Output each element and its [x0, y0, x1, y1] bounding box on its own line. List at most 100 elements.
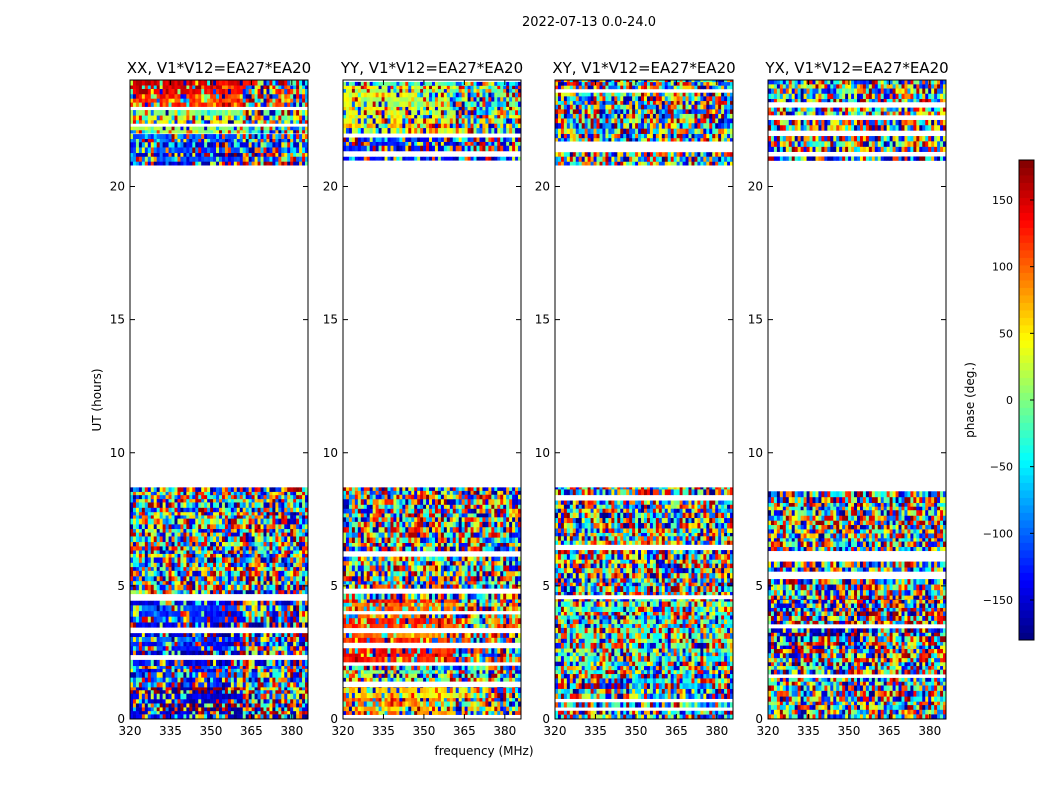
- heatmap-cell: [162, 110, 166, 116]
- heatmap-cell: [180, 641, 184, 647]
- heatmap-cell: [236, 665, 241, 669]
- heatmap-cell: [198, 134, 202, 139]
- heatmap-cell: [224, 138, 229, 143]
- heatmap-cell: [210, 589, 214, 595]
- heatmap-cell: [153, 633, 157, 638]
- heatmap-cell: [275, 524, 279, 530]
- heatmap-cell: [482, 710, 486, 715]
- heatmap-cell: [269, 115, 273, 121]
- heatmap-cell: [263, 703, 267, 708]
- heatmap-cell: [299, 698, 303, 704]
- heatmap-cell: [171, 546, 175, 551]
- heatmap-cell: [275, 110, 279, 116]
- heatmap-cell: [135, 134, 140, 139]
- heatmap-cell: [189, 134, 193, 139]
- heatmap-cell: [147, 650, 152, 656]
- heatmap-cell: [434, 637, 439, 643]
- heatmap-cell: [296, 659, 300, 667]
- heatmap-cell: [266, 541, 270, 547]
- heatmap-cell: [130, 147, 134, 154]
- heatmap-cell: [132, 161, 137, 166]
- heatmap-cell: [405, 669, 409, 674]
- heatmap-cell: [384, 669, 388, 674]
- heatmap-cell: [189, 616, 193, 623]
- heatmap-cell: [189, 102, 193, 107]
- heatmap-cell: [183, 557, 187, 563]
- heatmap-cell: [437, 653, 442, 657]
- heatmap-cell: [378, 677, 382, 682]
- heatmap-cell: [230, 707, 235, 712]
- heatmap-cell: [266, 502, 270, 508]
- heatmap-cell: [210, 557, 214, 563]
- heatmap-cell: [135, 110, 140, 116]
- heatmap-cell: [144, 636, 149, 642]
- heatmap-cell: [150, 576, 155, 582]
- heatmap-cell: [393, 692, 397, 699]
- heatmap-cell: [216, 557, 220, 563]
- heatmap-cell: [138, 698, 143, 704]
- heatmap-cell: [266, 528, 270, 533]
- heatmap-cell: [171, 119, 175, 124]
- heatmap-cell: [366, 710, 370, 715]
- heatmap-cell: [251, 147, 255, 154]
- heatmap-cell: [210, 622, 214, 628]
- heatmap-cell: [369, 710, 373, 715]
- heatmap-cell: [227, 88, 232, 95]
- heatmap-cell: [219, 580, 223, 585]
- heatmap-cell: [296, 491, 300, 496]
- heatmap-cell: [281, 645, 285, 651]
- heatmap-cell: [171, 102, 175, 107]
- heatmap-cell: [263, 584, 267, 591]
- heatmap-cell: [299, 126, 303, 131]
- heatmap-cell: [239, 641, 244, 647]
- heatmap-cell: [183, 541, 187, 547]
- heatmap-cell: [305, 156, 309, 162]
- heatmap-cell: [195, 126, 199, 131]
- heatmap-cell: [159, 161, 163, 166]
- heatmap-cell: [219, 152, 223, 157]
- heatmap-cell: [156, 152, 160, 157]
- heatmap-cell: [275, 570, 279, 577]
- heatmap-cell: [506, 706, 510, 712]
- heatmap-cell: [219, 147, 223, 154]
- heatmap-cell: [165, 550, 169, 554]
- heatmap-cell: [147, 88, 152, 95]
- heatmap-cell: [183, 616, 187, 623]
- heatmap-cell: [236, 511, 241, 516]
- heatmap-cell: [293, 707, 297, 712]
- heatmap-cell: [420, 648, 424, 654]
- heatmap-cell: [132, 557, 137, 563]
- heatmap-cell: [426, 710, 430, 715]
- heatmap-cell: [192, 570, 196, 577]
- heatmap-cell: [287, 698, 291, 704]
- heatmap-cell: [171, 98, 175, 103]
- heatmap-cell: [287, 524, 291, 530]
- heatmap-cell: [189, 682, 193, 688]
- heatmap-cell: [420, 706, 424, 712]
- heatmap-cell: [278, 515, 282, 519]
- heatmap-cell: [440, 677, 445, 682]
- heatmap-cell: [221, 487, 226, 492]
- heatmap-cell: [192, 710, 196, 715]
- heatmap-cell: [263, 126, 267, 131]
- heatmap-cell: [417, 677, 421, 682]
- heatmap-cell: [138, 85, 143, 89]
- heatmap-cell: [284, 491, 288, 496]
- heatmap-cell: [281, 562, 285, 568]
- heatmap-cell: [147, 115, 152, 121]
- heatmap-cell: [408, 687, 412, 694]
- heatmap-cell: [372, 692, 376, 699]
- heatmap-cell: [263, 689, 267, 694]
- heatmap-cell: [287, 161, 291, 166]
- heatmap-cell: [159, 677, 163, 683]
- heatmap-cell: [284, 576, 288, 582]
- heatmap-cell: [269, 147, 273, 154]
- heatmap-cell: [263, 633, 267, 638]
- heatmap-cell: [186, 546, 190, 551]
- heatmap-cell: [281, 98, 285, 103]
- heatmap-cell: [284, 693, 288, 700]
- heatmap-cell: [159, 541, 163, 547]
- heatmap-cell: [488, 669, 492, 674]
- heatmap-cell: [464, 701, 468, 707]
- heatmap-cell: [360, 710, 365, 715]
